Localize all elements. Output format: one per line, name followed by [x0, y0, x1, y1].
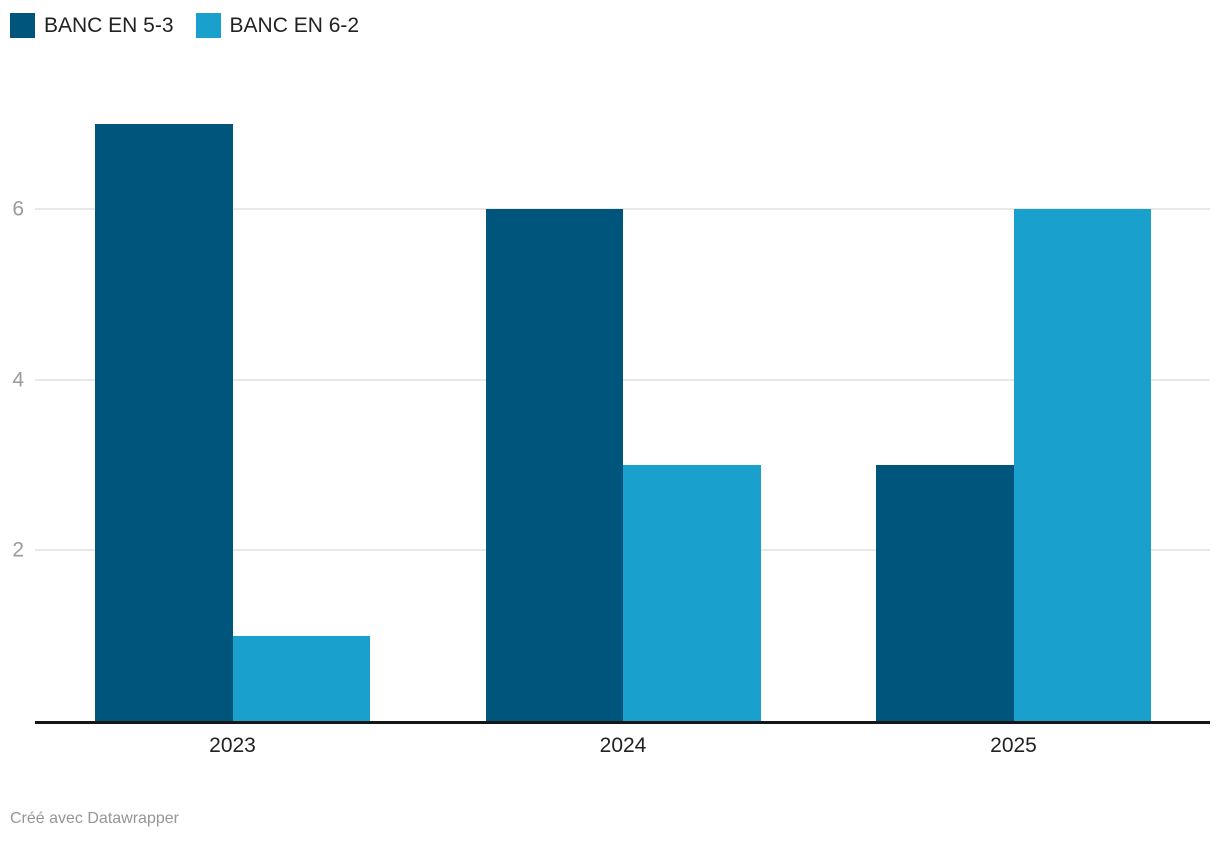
legend-swatch-series1 [10, 13, 35, 38]
datawrapper-credit: Créé avec Datawrapper [10, 810, 179, 827]
legend-item-series2[interactable]: BANC EN 6-2 [195, 13, 360, 38]
y-tick-label-4: 4 [12, 368, 24, 392]
legend-item-series1[interactable]: BANC EN 5-3 [10, 13, 174, 38]
bar-banc-en-5-3-2025[interactable] [876, 465, 1014, 721]
bars [35, 100, 1210, 721]
legend-label-series1: BANC EN 5-3 [44, 14, 174, 37]
bar-group-2024 [485, 209, 761, 721]
x-axis-label-2023: 2023 [209, 734, 256, 757]
y-tick-label-2: 2 [12, 538, 24, 562]
bar-banc-en-5-3-2023[interactable] [95, 123, 233, 721]
plot-area: 2 4 6 [12, 100, 1210, 724]
legend-label-series2: BANC EN 6-2 [229, 14, 360, 37]
bar-banc-en-6-2-2024[interactable] [623, 465, 761, 721]
legend-swatch-series2 [195, 13, 221, 38]
legend: BANC EN 5-3 BANC EN 6-2 [10, 13, 359, 38]
bar-banc-en-6-2-2023[interactable] [232, 635, 370, 721]
bar-group-2023 [95, 123, 370, 721]
y-tick-label-6: 6 [12, 197, 24, 221]
x-axis-label-2024: 2024 [599, 734, 647, 757]
bar-banc-en-6-2-2025[interactable] [1013, 209, 1151, 721]
x-axis-labels: 2023 2024 2025 [35, 734, 1210, 758]
x-axis-line [35, 721, 1210, 724]
bar-banc-en-5-3-2024[interactable] [485, 209, 623, 721]
x-axis-label-2025: 2025 [990, 734, 1037, 757]
bar-group-2025 [876, 209, 1151, 721]
